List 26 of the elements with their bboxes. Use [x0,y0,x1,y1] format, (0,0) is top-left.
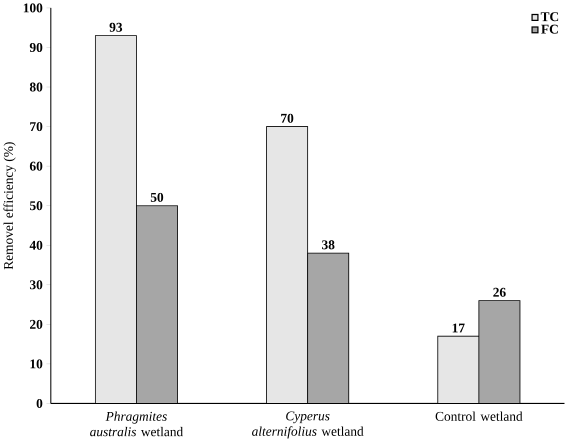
data-label: 93 [110,22,122,32]
bar [136,205,178,404]
y-tick-label: 0 [36,398,42,408]
data-label: 17 [452,324,465,332]
data-label: 50 [150,192,164,202]
y-axis-title: Removel efficiency (%) [3,142,16,270]
y-tick-label: 60 [30,162,42,171]
data-label: 38 [322,240,334,250]
y-tick-label: 70 [30,122,42,132]
legend-label: FC [541,24,558,34]
data-label: 70 [281,114,294,123]
y-tick-label: 20 [30,320,42,329]
x-tick-label: Control wetland [436,411,522,421]
data-label: 26 [493,288,506,297]
y-tick-label: 50 [30,201,42,210]
bar [478,300,520,404]
y-tick-label: 100 [24,3,42,12]
y-tick-label: 10 [30,359,42,368]
y-tick-label: 90 [30,42,42,52]
y-tick-label: 40 [30,240,42,250]
x-tick-label: Cyperus alternifolius wetland [252,411,364,439]
bar [307,252,350,404]
y-tick-label: 30 [30,280,42,290]
y-tick-label: 80 [30,82,42,92]
legend-label: TC [540,12,558,22]
x-tick-label: Phragmites australis wetland [90,411,184,436]
